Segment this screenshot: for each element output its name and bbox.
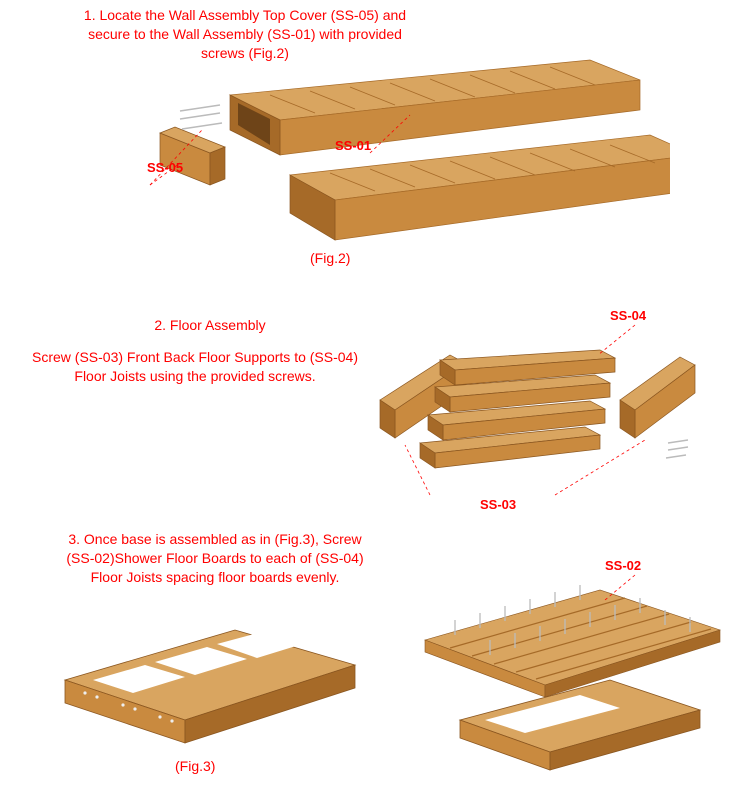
fig2-label: (Fig.2) bbox=[310, 250, 350, 266]
label-ss03: SS-03 bbox=[480, 497, 516, 512]
step3-frame-diagram bbox=[45, 615, 375, 765]
step3-boards-diagram bbox=[400, 570, 730, 790]
label-ss05: SS-05 bbox=[147, 160, 183, 175]
label-ss04: SS-04 bbox=[610, 308, 646, 323]
step2-diagram bbox=[370, 315, 710, 525]
step2-title: 2. Floor Assembly bbox=[110, 316, 310, 335]
fig3-label: (Fig.3) bbox=[175, 758, 215, 774]
step1-diagram bbox=[120, 55, 670, 265]
step2-instruction: Screw (SS-03) Front Back Floor Supports … bbox=[30, 348, 360, 386]
label-ss01: SS-01 bbox=[335, 138, 371, 153]
label-ss02: SS-02 bbox=[605, 558, 641, 573]
step3-instruction: 3. Once base is assembled as in (Fig.3),… bbox=[55, 530, 375, 587]
